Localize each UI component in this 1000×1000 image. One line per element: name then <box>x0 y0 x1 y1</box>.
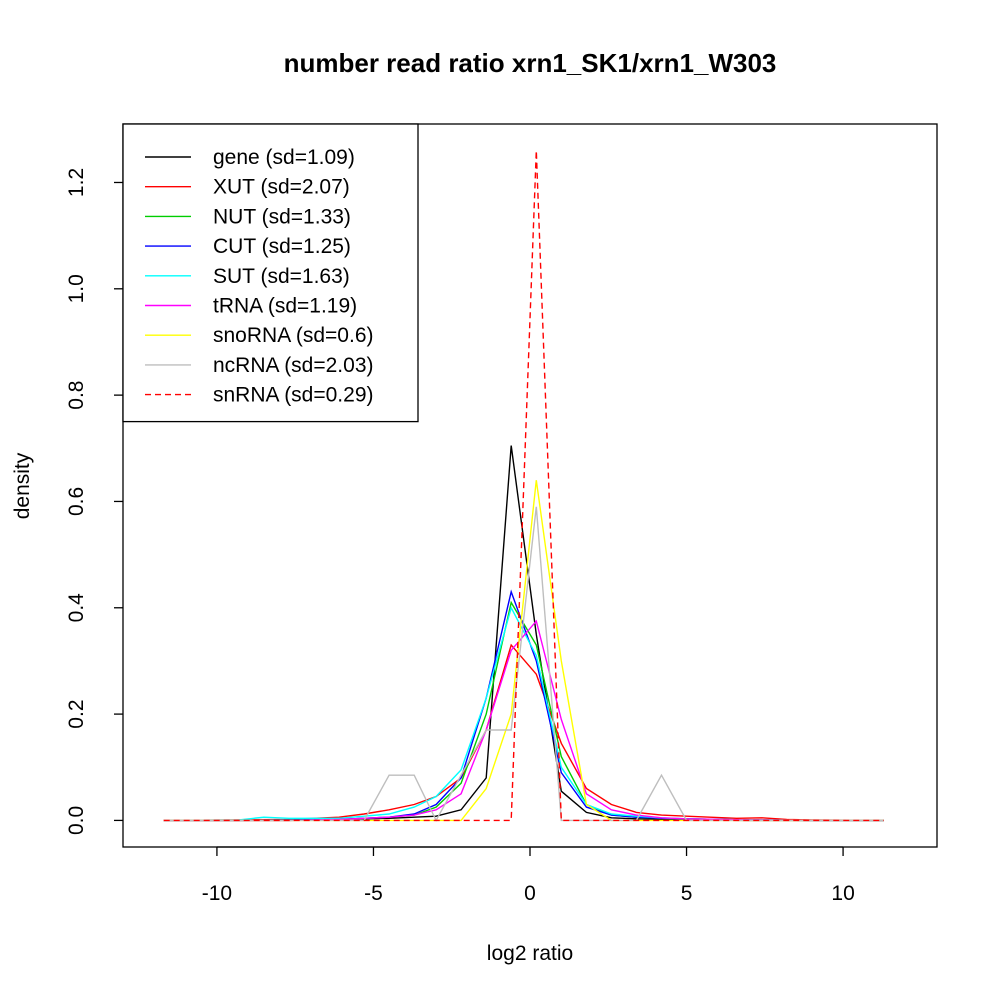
legend-label-snorna: snoRNA (sd=0.6) <box>213 324 374 347</box>
legend: gene (sd=1.09) XUT (sd=2.07) NUT (sd=1.33)… <box>122 123 419 423</box>
y-tick-label: 0.2 <box>65 699 88 728</box>
legend-label-sut: SUT (sd=1.63) <box>213 265 350 288</box>
y-tick-label: 1.2 <box>65 168 88 197</box>
legend-box <box>122 123 419 423</box>
x-tick-label: -5 <box>364 882 383 905</box>
y-tick-label: 0.0 <box>65 806 88 835</box>
legend-label-snrna: snRNA (sd=0.29) <box>213 384 374 407</box>
series-line-sut <box>163 605 884 822</box>
series-line-cut <box>163 589 884 822</box>
series-line-trna <box>163 619 884 822</box>
x-axis-label: log2 ratio <box>487 942 573 965</box>
legend-label-trna: tRNA (sd=1.19) <box>213 295 357 318</box>
legend-label-ncrna: ncRNA (sd=2.03) <box>213 354 374 377</box>
y-tick-label: 1.0 <box>65 274 88 303</box>
series-line-ncrna <box>163 506 884 822</box>
series-line-snrna <box>163 150 884 822</box>
series-layer <box>163 150 884 822</box>
legend-label-cut: CUT (sd=1.25) <box>213 235 351 258</box>
legend-label-nut: NUT (sd=1.33) <box>213 205 351 228</box>
series-line-snorna <box>163 480 884 822</box>
legend-label-gene: gene (sd=1.09) <box>213 146 355 169</box>
chart-title: number read ratio xrn1_SK1/xrn1_W303 <box>284 48 777 78</box>
y-tick-label: 0.4 <box>65 593 88 623</box>
y-tick-label: 0.6 <box>65 487 88 516</box>
x-tick-label: 5 <box>681 882 693 905</box>
x-tick-label: 10 <box>831 882 854 905</box>
series-line-xut <box>163 643 884 822</box>
x-tick-label: -10 <box>202 882 232 905</box>
legend-label-xut: XUT (sd=2.07) <box>213 176 350 199</box>
y-axis: 0.0 0.2 0.4 0.6 0.8 1.0 1.2 <box>65 168 123 835</box>
x-axis: -10 -5 0 5 10 <box>202 846 855 905</box>
y-axis-label: density <box>11 452 34 519</box>
x-tick-label: 0 <box>524 882 536 905</box>
y-tick-label: 0.8 <box>65 381 88 410</box>
